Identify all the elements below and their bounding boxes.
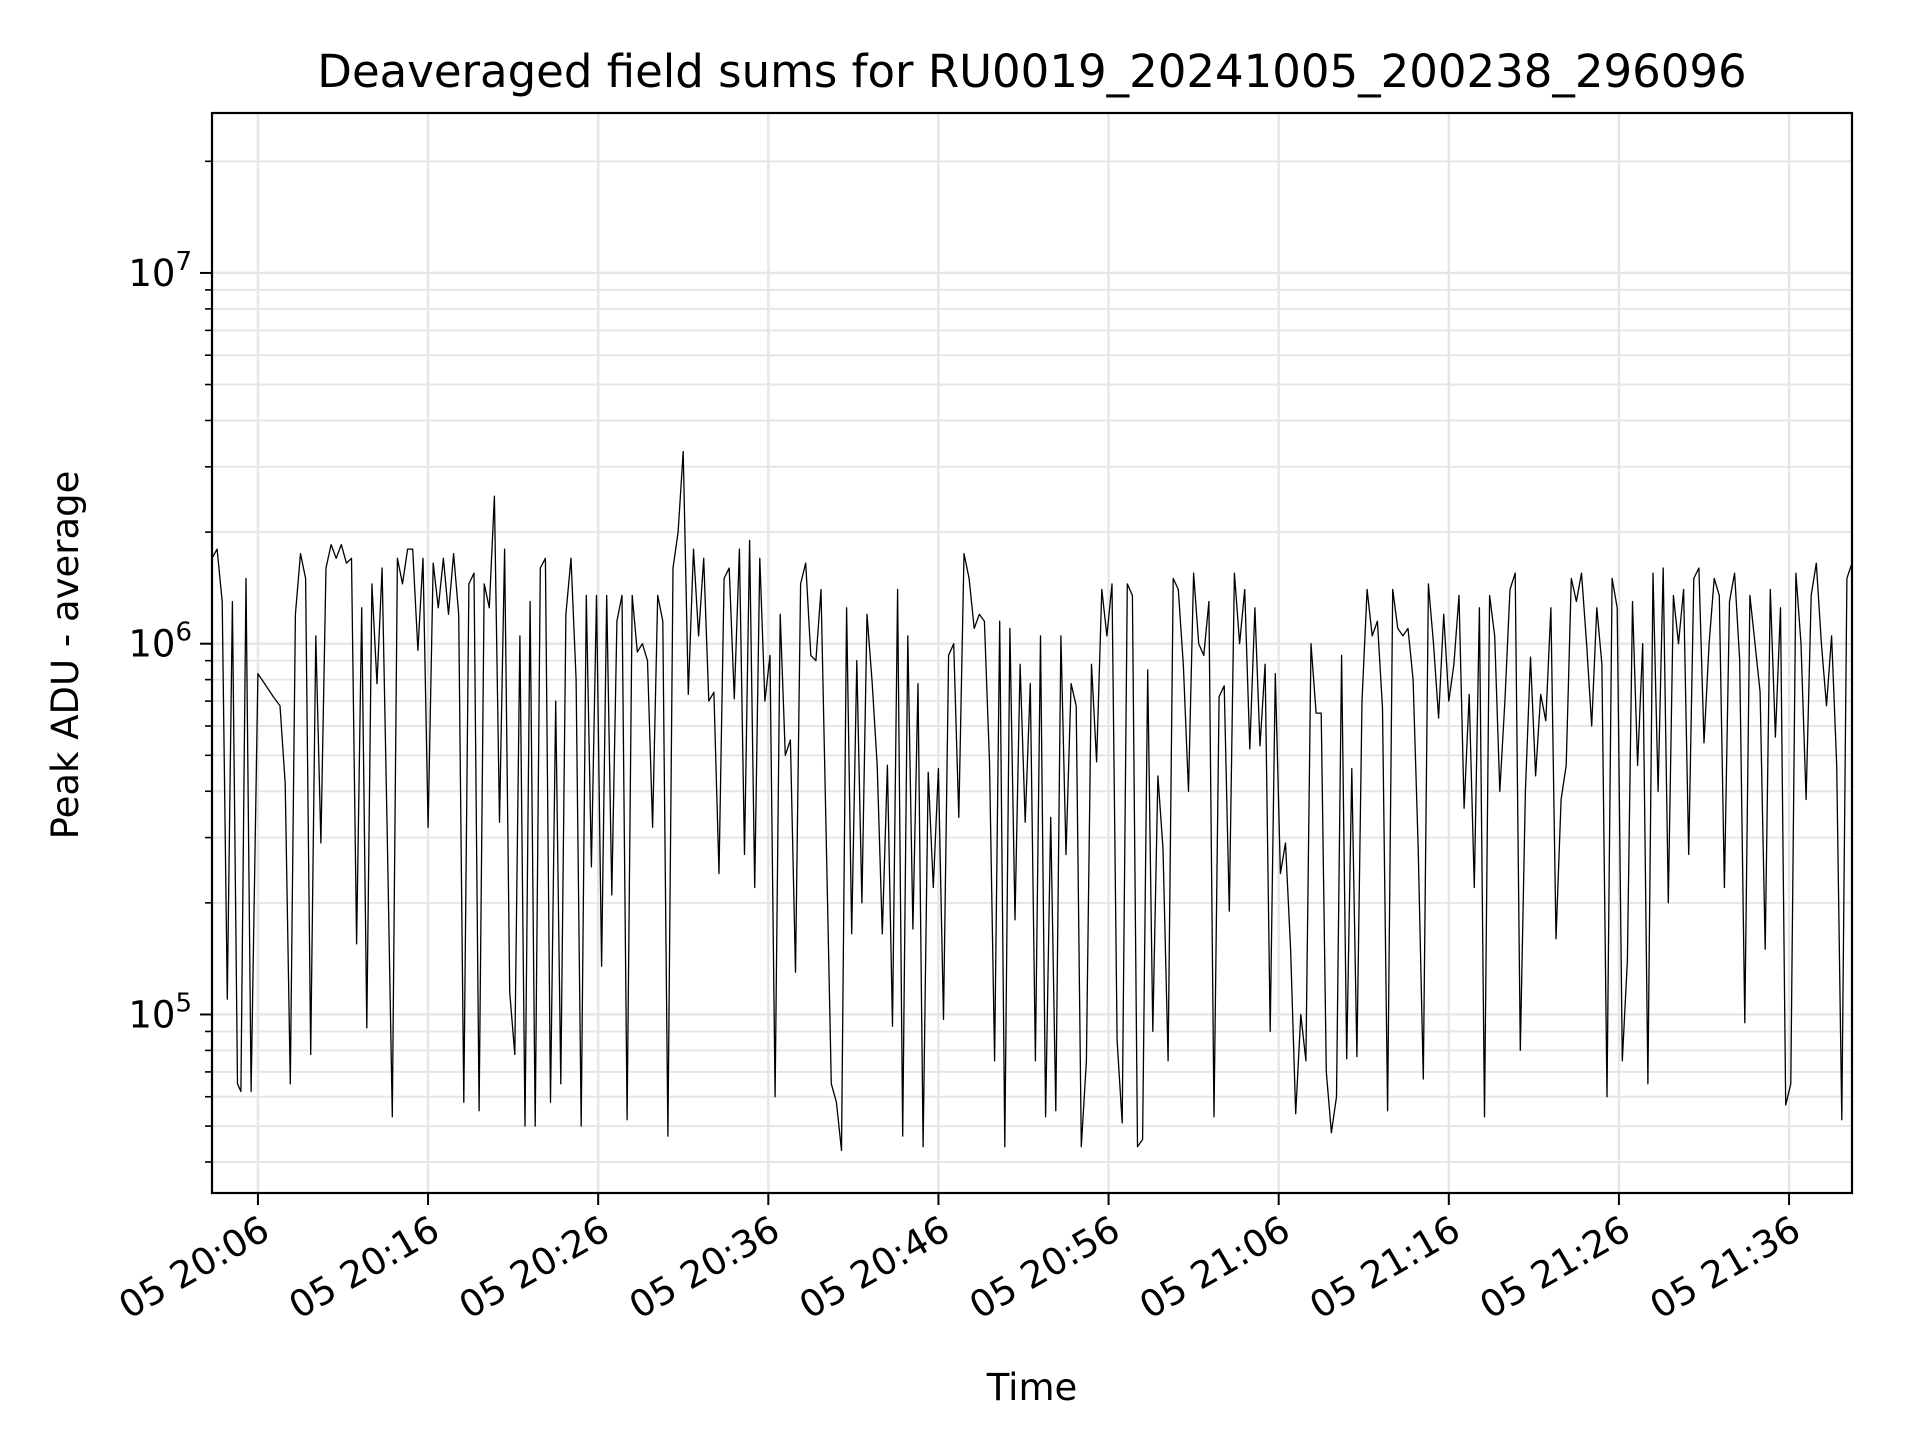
- y-tick-label: 107: [128, 247, 192, 295]
- y-tick-label: 105: [128, 988, 192, 1036]
- y-axis-label: Peak ADU - average: [44, 471, 87, 840]
- x-axis-label: Time: [986, 1366, 1078, 1409]
- series-layer: [211, 450, 1853, 1152]
- series-line: [211, 450, 1853, 1152]
- y-tick-label: 106: [128, 618, 192, 666]
- grid: [212, 113, 1852, 1193]
- chart-title: Deaveraged field sums for RU0019_2024100…: [317, 45, 1746, 98]
- plot-frame: [210, 111, 1854, 1195]
